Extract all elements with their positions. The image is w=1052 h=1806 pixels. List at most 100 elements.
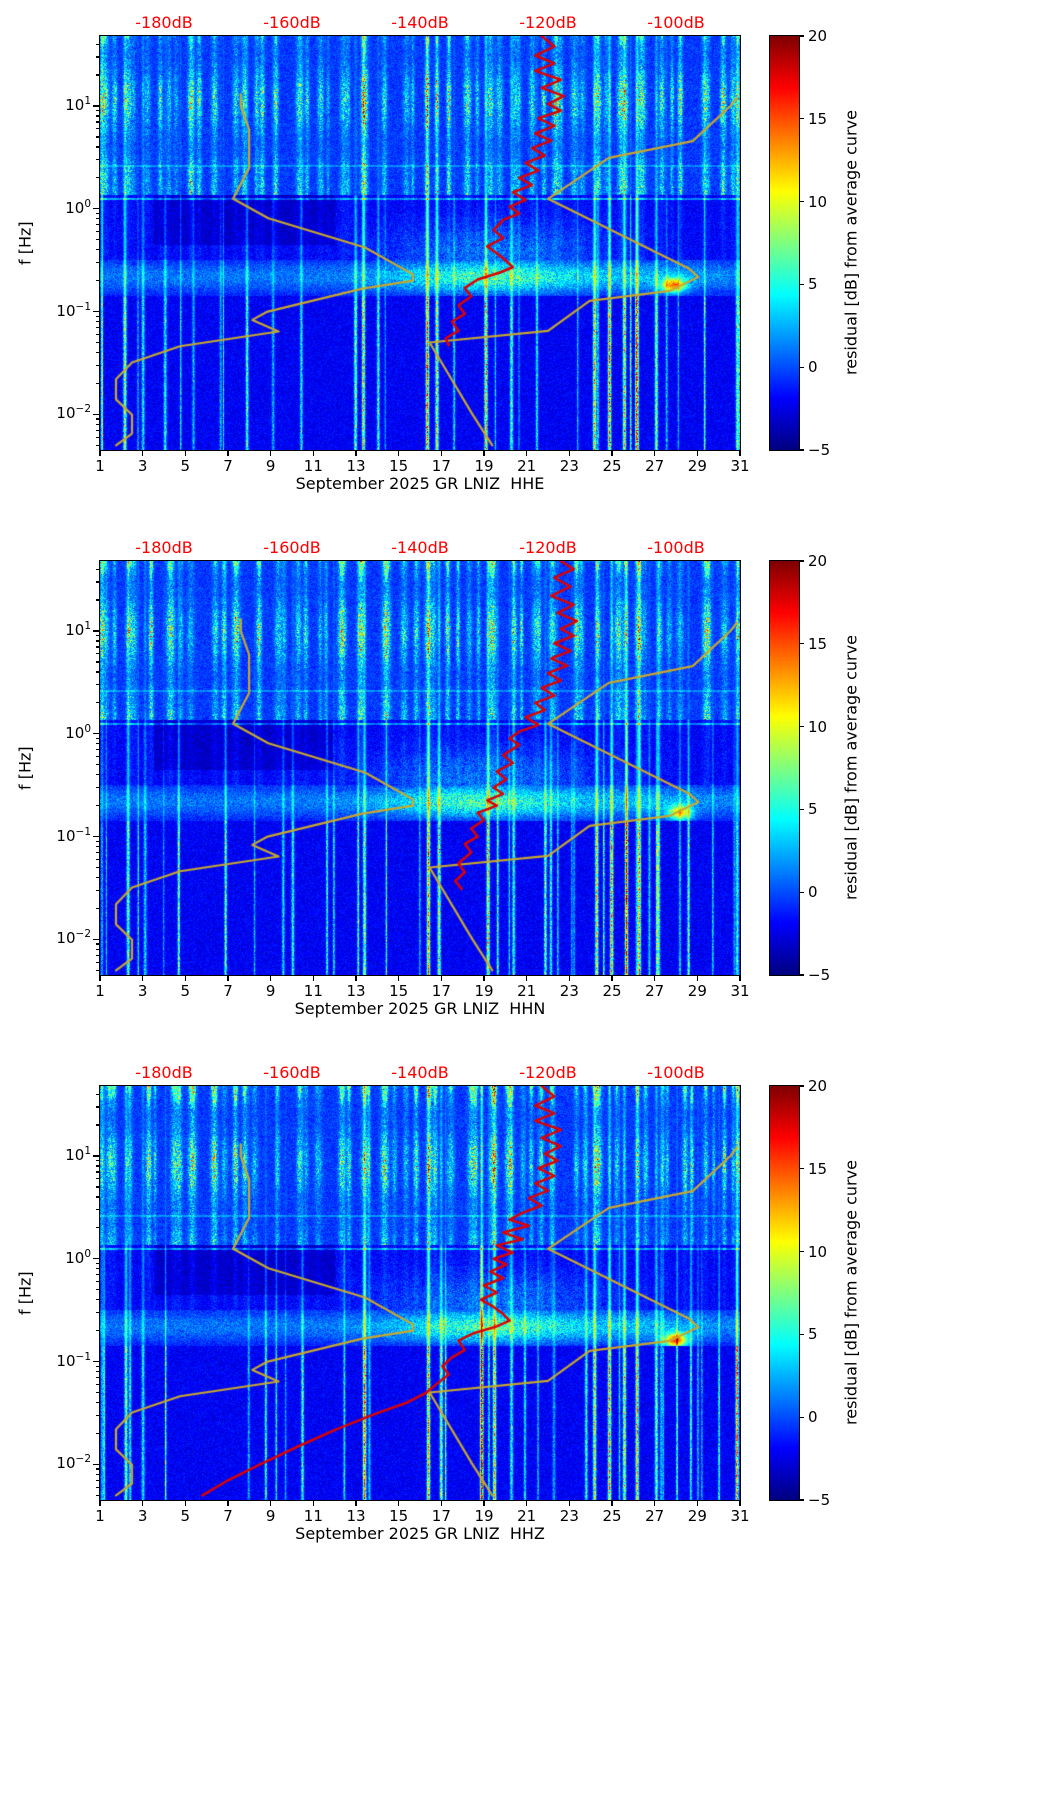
y-tick-label: 101 xyxy=(65,620,91,640)
x-tick-label: 23 xyxy=(559,1507,579,1525)
x-tick-mark xyxy=(355,451,357,456)
y-minor-tick-mark xyxy=(96,159,100,161)
x-tick-label: 31 xyxy=(730,1507,750,1525)
y-minor-tick-mark xyxy=(96,1330,100,1332)
colorbar-label: residual [dB] from average curve xyxy=(841,635,861,901)
colorbar-tick-label: 20 xyxy=(808,26,828,45)
top-db-label: -120dB xyxy=(519,1063,577,1082)
y-minor-tick-mark xyxy=(96,224,100,226)
x-tick-mark xyxy=(270,1501,272,1506)
y-minor-tick-mark xyxy=(96,1473,100,1475)
y-minor-tick-mark xyxy=(96,1376,100,1379)
y-tick-mark xyxy=(93,835,100,838)
colorbar-tick-mark xyxy=(800,725,804,728)
y-minor-tick-mark xyxy=(96,866,100,869)
x-tick-mark xyxy=(440,1501,442,1506)
colorbar-tick-label: 0 xyxy=(808,1407,818,1426)
x-tick-mark xyxy=(355,976,357,981)
x-tick-mark xyxy=(739,451,741,456)
x-tick-label: 27 xyxy=(645,1507,665,1525)
y-minor-tick-mark xyxy=(96,1311,100,1314)
top-db-label: -140dB xyxy=(391,13,449,32)
y-minor-tick-mark xyxy=(96,1160,100,1162)
x-tick-mark xyxy=(142,976,144,981)
y-tick-mark xyxy=(93,630,100,632)
x-tick-label: 3 xyxy=(137,457,148,475)
x-tick-mark xyxy=(526,1501,528,1506)
spectrogram-heatmap xyxy=(99,35,741,451)
x-tick-label: 29 xyxy=(687,457,707,475)
colorbar-tick-mark xyxy=(800,449,804,451)
x-tick-mark xyxy=(483,451,485,456)
x-tick-mark xyxy=(312,976,314,981)
x-tick-label: 1 xyxy=(95,457,105,475)
y-minor-tick-mark xyxy=(96,1479,100,1481)
x-tick-mark xyxy=(142,1501,144,1506)
y-tick-mark xyxy=(93,1360,100,1363)
x-tick-mark xyxy=(568,1501,570,1506)
y-minor-tick-mark xyxy=(96,954,100,956)
colorbar xyxy=(769,1085,800,1501)
colorbar-tick-mark xyxy=(800,200,804,203)
y-minor-tick-mark xyxy=(96,128,100,130)
y-minor-tick-mark xyxy=(96,961,100,963)
colorbar-tick-mark xyxy=(800,1333,804,1336)
y-tick-label: 101 xyxy=(65,1145,91,1165)
x-tick-mark xyxy=(99,1501,101,1506)
y-minor-tick-mark xyxy=(96,110,100,112)
y-minor-tick-mark xyxy=(96,315,100,317)
top-db-label: -120dB xyxy=(519,538,577,557)
y-tick-label: 10−1 xyxy=(56,1350,91,1370)
spectrogram-heatmap xyxy=(99,560,741,976)
top-db-label: -180dB xyxy=(135,538,193,557)
x-tick-label: 25 xyxy=(602,457,622,475)
x-tick-label: 5 xyxy=(180,457,191,475)
y-minor-tick-mark xyxy=(96,1299,100,1301)
y-minor-tick-mark xyxy=(96,581,100,583)
colorbar-tick-label: 5 xyxy=(808,275,818,294)
y-minor-tick-mark xyxy=(96,568,100,570)
colorbar-tick-mark xyxy=(800,974,804,976)
x-tick-label: 9 xyxy=(265,982,276,1000)
x-tick-mark xyxy=(611,976,613,981)
x-tick-label: 21 xyxy=(517,457,537,475)
x-tick-label: 7 xyxy=(223,457,233,475)
y-minor-tick-mark xyxy=(96,943,100,945)
y-minor-tick-mark xyxy=(96,743,100,745)
x-tick-mark xyxy=(440,451,442,456)
y-minor-tick-mark xyxy=(96,948,100,950)
y-minor-tick-mark xyxy=(96,261,100,264)
x-tick-label: 29 xyxy=(687,1507,707,1525)
y-tick-mark xyxy=(93,1155,100,1157)
y-minor-tick-mark xyxy=(96,1124,100,1126)
x-tick-label: 19 xyxy=(474,457,494,475)
colorbar-tick-mark xyxy=(800,1250,804,1253)
y-minor-tick-mark xyxy=(96,805,100,807)
top-db-label: -160dB xyxy=(263,13,321,32)
y-minor-tick-mark xyxy=(96,851,100,854)
y-minor-tick-mark xyxy=(96,840,100,842)
x-tick-label: 9 xyxy=(265,457,276,475)
colorbar-tick-label: 5 xyxy=(808,800,818,819)
colorbar-tick-mark xyxy=(800,643,804,645)
x-tick-label: 31 xyxy=(730,457,750,475)
y-minor-tick-mark xyxy=(96,876,100,879)
y-minor-tick-mark xyxy=(96,280,100,282)
x-tick-mark xyxy=(739,976,741,981)
colorbar-tick-label: −5 xyxy=(808,965,831,984)
y-minor-tick-mark xyxy=(96,755,100,758)
y-tick-label: 10−2 xyxy=(56,1453,91,1473)
x-tick-mark xyxy=(312,1501,314,1506)
y-minor-tick-mark xyxy=(96,1165,100,1167)
x-tick-label: 5 xyxy=(180,1507,191,1525)
colorbar-label: residual [dB] from average curve xyxy=(841,110,861,376)
y-minor-tick-mark xyxy=(96,786,100,789)
x-tick-label: 25 xyxy=(602,982,622,1000)
y-minor-tick-mark xyxy=(96,146,100,148)
y-tick-label: 100 xyxy=(65,197,91,217)
x-tick-mark xyxy=(568,451,570,456)
y-minor-tick-mark xyxy=(96,635,100,637)
y-minor-tick-mark xyxy=(96,640,100,642)
x-tick-mark xyxy=(526,451,528,456)
x-tick-mark xyxy=(355,1501,357,1506)
